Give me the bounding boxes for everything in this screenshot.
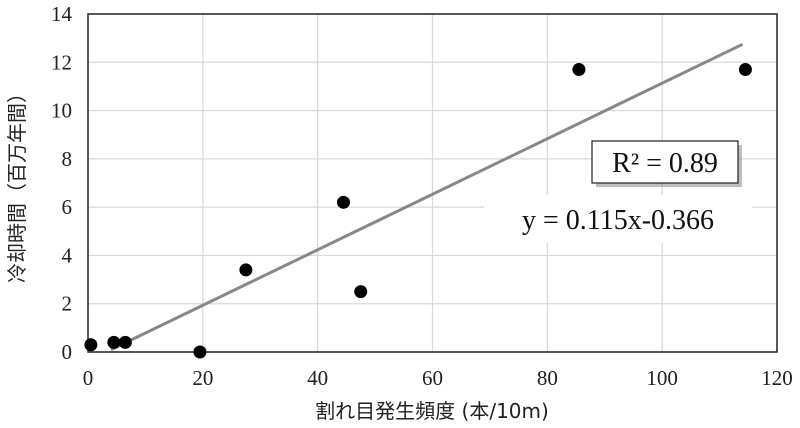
y-tick-label: 2	[62, 292, 73, 316]
data-point	[572, 63, 586, 77]
x-tick-labels: 0 20 40 60 80 100 120	[83, 366, 793, 390]
x-tick-label: 20	[192, 366, 213, 390]
x-tick-label: 120	[761, 366, 793, 390]
data-point	[738, 63, 752, 77]
y-tick-label: 12	[51, 50, 72, 74]
y-tick-label: 4	[62, 243, 73, 267]
x-tick-label: 0	[83, 366, 94, 390]
data-point	[193, 345, 207, 359]
data-point	[239, 263, 253, 277]
equation-label: y = 0.115x-0.366	[522, 205, 714, 236]
trendline	[110, 42, 744, 352]
x-tick-label: 100	[646, 366, 678, 390]
data-point	[354, 285, 368, 299]
y-tick-label: 0	[62, 340, 73, 364]
data-points	[84, 63, 752, 359]
y-tick-label: 10	[51, 99, 72, 123]
data-point	[118, 335, 132, 349]
r-squared-label: R² = 0.89	[612, 148, 718, 179]
y-tick-label: 6	[62, 195, 73, 219]
plot-frame	[87, 13, 778, 353]
x-axis-title: 割れ目発生頻度 (本/10m)	[315, 399, 549, 423]
y-tick-label: 8	[62, 147, 73, 171]
data-point	[107, 335, 121, 349]
data-point	[337, 195, 351, 209]
equation-label-box: y = 0.115x-0.366	[484, 195, 752, 243]
x-tick-label: 80	[537, 366, 558, 390]
x-tick-label: 40	[307, 366, 328, 390]
y-tick-labels: 0 2 4 6 8 10 12 14	[51, 2, 73, 364]
y-tick-label: 14	[51, 2, 73, 26]
data-point	[84, 338, 98, 352]
x-tick-label: 60	[422, 366, 443, 390]
r-squared-label-box: R² = 0.89	[591, 140, 742, 187]
y-axis-title: 冷却時間（百万年間）	[5, 83, 29, 283]
